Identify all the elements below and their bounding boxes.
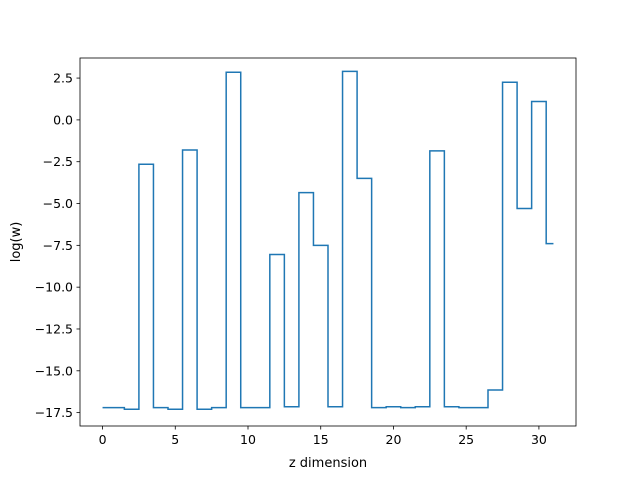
y-tick-label: −17.5 — [35, 405, 73, 420]
x-tick-label: 15 — [313, 432, 329, 447]
y-axis-label: log(w) — [9, 222, 24, 263]
series-line-0 — [102, 70, 554, 411]
y-tick-label: −15.0 — [35, 363, 73, 378]
y-tick-label: −10.0 — [35, 280, 73, 295]
x-tick-label: 10 — [240, 432, 256, 447]
y-tick-label: −5.0 — [43, 196, 73, 211]
x-tick-label: 5 — [171, 432, 179, 447]
y-axis-ticks: 2.5 0.0 −2.5 −5.0 −7.5 −10.0 −12.5 −15.0 −17.5 — [35, 71, 80, 420]
y-tick-label: 2.5 — [53, 71, 73, 86]
plot-area — [102, 70, 554, 411]
axes-frame — [79, 57, 577, 427]
x-axis-label: z dimension — [289, 456, 367, 471]
x-tick-label: 30 — [531, 432, 547, 447]
x-tick-label: 0 — [99, 432, 107, 447]
x-axis-ticks: 0 5 10 15 20 25 30 — [99, 426, 547, 447]
y-tick-label: 0.0 — [53, 112, 73, 127]
x-tick-label: 20 — [386, 432, 402, 447]
y-tick-label: −2.5 — [43, 154, 73, 169]
y-tick-label: −7.5 — [43, 238, 73, 253]
x-tick-label: 25 — [458, 432, 474, 447]
y-tick-label: −12.5 — [35, 321, 73, 336]
